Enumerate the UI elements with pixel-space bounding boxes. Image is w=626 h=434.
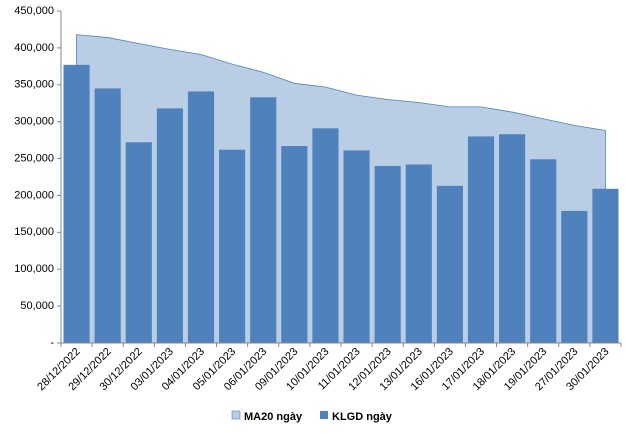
y-tick-label: 250,000 xyxy=(14,152,54,164)
bar-16/01/2023 xyxy=(436,185,463,343)
bar-30/01/2023 xyxy=(592,188,619,343)
bar-11/01/2023 xyxy=(343,150,370,343)
bar-05/01/2023 xyxy=(219,149,246,343)
legend-swatch-ma20 xyxy=(231,410,241,420)
y-tick-label: 400,000 xyxy=(14,42,54,54)
y-tick-label: 350,000 xyxy=(14,79,54,91)
bar-12/01/2023 xyxy=(374,165,401,343)
bar-09/01/2023 xyxy=(281,146,308,343)
bar-19/01/2023 xyxy=(530,159,557,343)
bar-29/12/2022 xyxy=(94,88,121,343)
bar-04/01/2023 xyxy=(187,91,215,343)
y-tick-label: 100,000 xyxy=(14,263,54,275)
legend-label-klgd: KLGD ngày xyxy=(332,411,393,423)
bar-27/01/2023 xyxy=(561,210,588,343)
bar-30/12/2022 xyxy=(125,142,152,343)
y-tick-label: 150,000 xyxy=(14,226,54,238)
bar-28/12/2022 xyxy=(63,64,90,344)
y-axis-ticks: - 50,000 100,000 150,000 200,000 250,000 300,0… xyxy=(14,5,61,349)
bar-series-klgd xyxy=(63,64,619,344)
legend-swatch-klgd xyxy=(320,411,328,419)
legend-label-ma20: MA20 ngày xyxy=(244,411,303,423)
y-tick-label: - xyxy=(50,337,54,349)
bar-17/01/2023 xyxy=(467,136,495,343)
bar-06/01/2023 xyxy=(250,97,277,343)
y-tick-label: 50,000 xyxy=(20,300,54,312)
bar-13/01/2023 xyxy=(405,164,432,343)
bar-10/01/2023 xyxy=(312,128,339,343)
legend: MA20 ngày KLGD ngày xyxy=(231,410,393,423)
y-tick-label: 300,000 xyxy=(14,116,54,128)
y-tick-label: 450,000 xyxy=(14,5,54,17)
area-series-ma20 xyxy=(76,34,606,344)
bar-18/01/2023 xyxy=(499,134,526,343)
y-tick-label: 200,000 xyxy=(14,189,54,201)
x-axis-ticks: 28/12/202229/12/202230/12/202203/01/2023… xyxy=(35,343,622,393)
bar-03/01/2023 xyxy=(156,108,183,343)
